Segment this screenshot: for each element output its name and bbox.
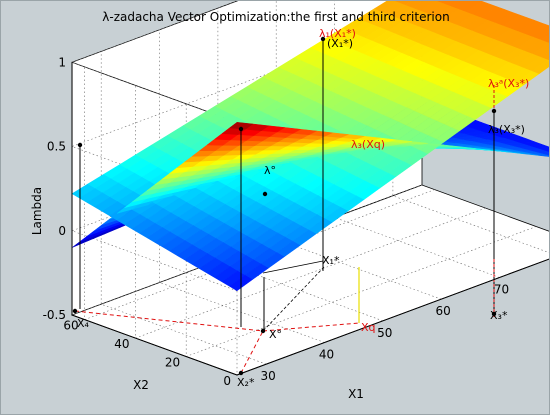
y-tick-label: 40 bbox=[114, 337, 129, 351]
marker-point bbox=[261, 329, 265, 333]
annotation-lambda3-star: λ₃ᵃ(X₃*) bbox=[488, 77, 529, 90]
chart-title: λ-zadacha Vector Optimization:the first … bbox=[102, 10, 449, 24]
annotation-lambda3-xq: λ₃(Xq) bbox=[351, 138, 385, 151]
x-tick-label: 60 bbox=[436, 304, 451, 318]
marker-point bbox=[492, 109, 496, 113]
annotation-lambda0: λ° bbox=[264, 164, 276, 177]
annotation-x2star: X₂* bbox=[237, 376, 255, 389]
x-tick-label: 50 bbox=[377, 326, 392, 340]
z-tick-label: 0.5 bbox=[47, 140, 66, 154]
y-tick-label: 20 bbox=[165, 356, 180, 370]
marker-point bbox=[73, 309, 77, 313]
x-tick-label: 30 bbox=[261, 369, 276, 383]
z-tick-label: 1 bbox=[58, 55, 66, 69]
x-axis-label: X1 bbox=[348, 387, 364, 401]
annotation-x0: X° bbox=[269, 328, 282, 341]
x-tick-label: 70 bbox=[494, 283, 509, 297]
y-tick-label: 0 bbox=[223, 374, 231, 388]
annotation-lambda3-x3: λ₃(X₃*) bbox=[488, 123, 525, 136]
marker-point bbox=[263, 192, 267, 196]
z-tick-label: 0 bbox=[58, 224, 66, 238]
marker-point bbox=[239, 127, 243, 131]
y-axis-label: X2 bbox=[133, 378, 149, 392]
annotation-x3star: X₃* bbox=[490, 309, 508, 322]
annotation-x1star-floor: X₁* bbox=[322, 254, 340, 267]
x-tick-label: 40 bbox=[319, 348, 334, 362]
annotation-x1star-top: (X₁*) bbox=[327, 37, 353, 50]
annotation-xq: Xq bbox=[361, 321, 376, 334]
annotation-x4: X₄ bbox=[77, 317, 90, 330]
z-axis-label: Lambda bbox=[30, 187, 44, 235]
marker-point bbox=[78, 143, 82, 147]
